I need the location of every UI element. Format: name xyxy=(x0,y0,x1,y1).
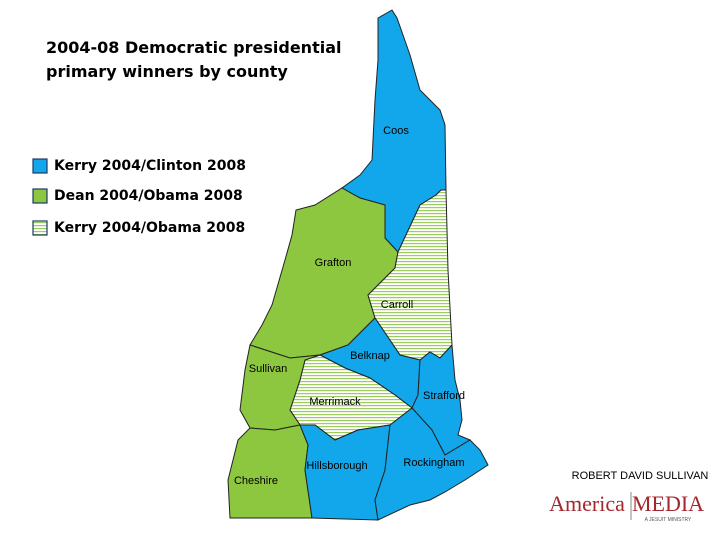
county-label: Strafford xyxy=(423,390,465,402)
logo-tagline: A JESUIT MINISTRY xyxy=(645,517,692,523)
county xyxy=(374,407,489,521)
county-label: Hillsborough xyxy=(306,460,367,472)
title-line: primary winners by county xyxy=(46,62,288,81)
county-label: Sullivan xyxy=(249,363,288,375)
county-label: Merrimack xyxy=(309,396,361,408)
legend-swatch xyxy=(32,188,48,204)
title-line: 2004-08 Democratic presidential xyxy=(46,38,341,57)
credit: ROBERT DAVID SULLIVAN xyxy=(572,470,709,482)
legend-label: Dean 2004/Obama 2008 xyxy=(54,188,243,204)
legend-swatch xyxy=(32,158,48,174)
legend-label: Kerry 2004/Obama 2008 xyxy=(54,220,245,236)
legend: Kerry 2004/Clinton 2008 Dean 2004/Obama 2… xyxy=(32,158,246,236)
county xyxy=(239,344,321,431)
county-label: Belknap xyxy=(350,350,390,362)
logo-right: MEDIA xyxy=(632,491,704,516)
logo-left: America xyxy=(549,491,625,516)
county-label: Carroll xyxy=(381,299,413,311)
county-label: Coos xyxy=(383,125,409,137)
county-label: Rockingham xyxy=(403,457,464,469)
county-label: Cheshire xyxy=(234,475,278,487)
legend-swatch xyxy=(32,220,48,236)
legend-label: Kerry 2004/Clinton 2008 xyxy=(54,158,246,174)
state-map: Coos Grafton Carroll Belknap Strafford M… xyxy=(227,9,489,521)
county-label: Grafton xyxy=(315,257,352,269)
county xyxy=(227,424,313,519)
